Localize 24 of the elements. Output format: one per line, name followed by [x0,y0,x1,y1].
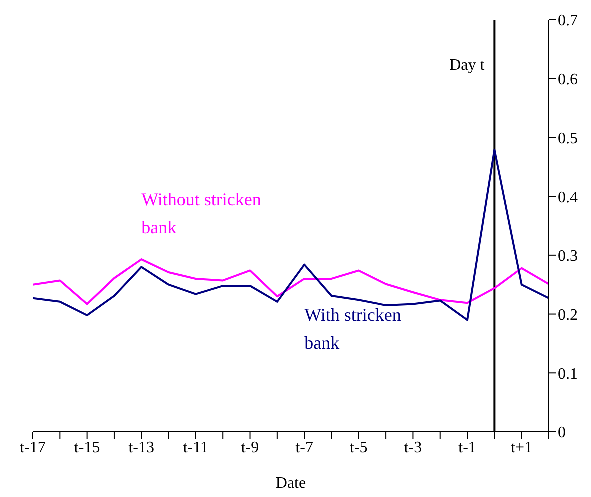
y-tick-label: 0.2 [558,306,578,324]
y-tick-label: 0.1 [558,366,578,383]
x-tick-label: t-9 [241,439,260,456]
y-tick-label: 0 [558,424,566,442]
y-tick-label: 0.4 [558,189,578,206]
y-tick-label: 0.6 [558,72,578,89]
x-axis-title: Date [276,475,306,492]
annotation: Day t [450,57,486,74]
y-tick-label: 0.7 [558,12,578,30]
x-tick-label: t-7 [296,439,314,456]
series-label: Without stricken bank [142,189,262,238]
x-tick-label: t-13 [128,439,155,456]
x-tick-label: t-17 [20,439,46,456]
x-tick-label: t+1 [511,439,533,456]
x-tick-label: t-15 [74,439,100,456]
line-series [33,258,549,306]
y-tick-label: 0.3 [558,248,578,266]
x-tick-label: t-1 [458,439,476,456]
x-tick-label: t-3 [404,439,422,456]
x-tick-label: t-5 [350,439,368,456]
x-tick-label: t-11 [183,439,209,456]
series-label: With stricken bank [304,304,402,353]
line-series [33,149,549,322]
y-tick-label: 0.5 [558,130,578,148]
